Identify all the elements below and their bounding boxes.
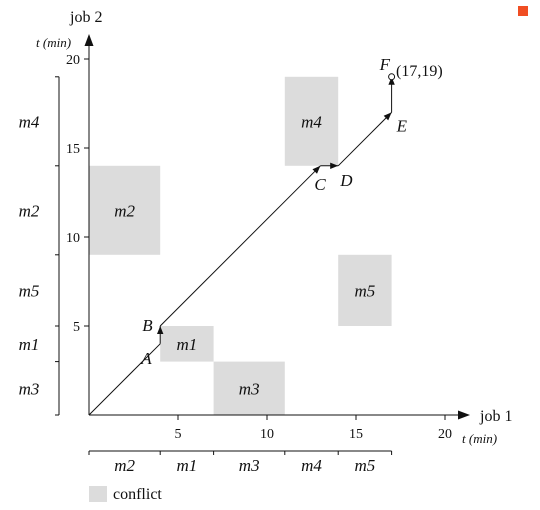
x-axis-title: job 1 [479, 408, 512, 425]
point-label-F: F [379, 55, 391, 74]
y-axis-unit: t (min) [36, 35, 71, 50]
conflict-region-m1 [160, 326, 214, 362]
axes [84, 34, 470, 420]
legend: conflict [89, 486, 162, 503]
conflict-region-m3 [213, 361, 285, 415]
point-label-B: B [142, 316, 153, 335]
conflict-label-m4: m4 [301, 112, 322, 131]
job2-seq-m4: m4 [19, 112, 40, 131]
job1-seq-m5: m5 [355, 456, 376, 475]
y-axis-arrowhead [84, 34, 94, 46]
y-axis-title: job 2 [69, 9, 102, 26]
conflict-label-m1: m1 [177, 335, 198, 354]
job2-seq-m5: m5 [19, 281, 40, 300]
y-tick-label: 5 [73, 320, 80, 335]
job2-seq-m3: m3 [19, 379, 40, 398]
y-tick-label: 20 [66, 53, 80, 68]
axis-ticks: 5 10 15 20 5 10 15 20 [66, 53, 452, 442]
legend-conflict-swatch [89, 486, 107, 502]
conflict-region-m4 [284, 76, 339, 166]
x-tick-label: 10 [260, 427, 274, 442]
job1-sequence-bar: m2 m1 m3 m4 m5 [88, 450, 393, 475]
path-arrowhead [312, 165, 321, 174]
schedule-path: AB C D E F [88, 55, 408, 416]
job2-seq-m1: m1 [19, 335, 40, 354]
point-label-D: D [339, 171, 353, 190]
path-segment [337, 112, 392, 167]
y-tick-label: 10 [66, 231, 80, 246]
conflict-label-m2: m2 [114, 201, 135, 220]
legend-conflict-label: conflict [113, 486, 162, 503]
job2-seq-m2: m2 [19, 201, 40, 220]
conflict-regions: m2 m1 m3 m4 m5 [89, 76, 392, 415]
x-axis-arrowhead [458, 410, 470, 420]
path-segment [159, 165, 321, 327]
job1-seq-m3: m3 [239, 456, 260, 475]
x-tick-label: 5 [175, 427, 182, 442]
path-arrowhead [383, 112, 392, 121]
final-point-marker [388, 73, 396, 81]
final-point-coordinates: (17,19) [396, 63, 443, 80]
path-segment [88, 343, 161, 416]
conflict-region-m2 [89, 165, 161, 255]
x-axis-unit: t (min) [462, 431, 497, 446]
job2-sequence-bar: m3 m1 m5 m2 m4 [19, 76, 60, 416]
conflict-region-m5 [338, 254, 392, 326]
conflict-label-m5: m5 [355, 281, 376, 300]
point-label-E: E [396, 116, 408, 135]
x-tick-label: 15 [349, 427, 363, 442]
path-arrowhead [330, 162, 339, 169]
point-label-A: A [140, 349, 152, 368]
job1-seq-m4: m4 [301, 456, 322, 475]
point-label-C: C [314, 175, 326, 194]
corner-marker [518, 6, 528, 16]
job1-seq-m2: m2 [114, 456, 135, 475]
path-arrowhead [157, 326, 164, 334]
job1-seq-m1: m1 [177, 456, 198, 475]
y-tick-label: 15 [66, 142, 80, 157]
path-arrowhead [388, 76, 395, 85]
conflict-label-m3: m3 [239, 379, 260, 398]
x-tick-label: 20 [438, 427, 452, 442]
